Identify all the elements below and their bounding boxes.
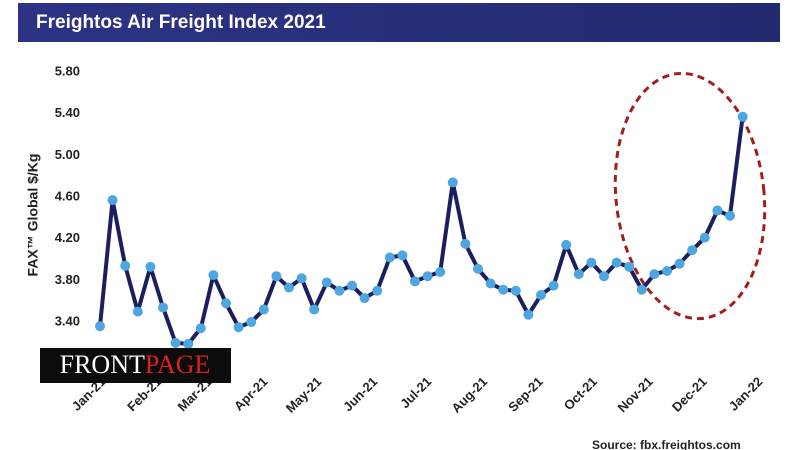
- y-tick-label: 5.80: [55, 63, 80, 78]
- point: [132, 306, 143, 317]
- point: [737, 111, 748, 122]
- point: [687, 245, 698, 256]
- point: [510, 285, 521, 296]
- point: [221, 298, 231, 309]
- x-tick-label: Apr-21: [231, 374, 271, 414]
- point: [195, 323, 206, 334]
- point: [246, 317, 257, 328]
- point: [271, 271, 282, 282]
- watermark-box: [40, 348, 231, 383]
- point: [447, 177, 458, 188]
- title-banner: [18, 3, 780, 42]
- point: [460, 238, 471, 249]
- point: [536, 289, 546, 300]
- point: [473, 263, 483, 274]
- x-tick-label: Jul-21: [397, 374, 434, 411]
- x-tick-label: Nov-21: [615, 374, 656, 415]
- y-axis-label: FAX™ Global $/Kg: [25, 154, 41, 277]
- x-tick-label: Dec-21: [669, 374, 710, 415]
- point: [611, 257, 622, 268]
- point: [624, 261, 635, 272]
- point: [170, 337, 181, 348]
- point: [435, 267, 446, 278]
- point: [321, 277, 332, 288]
- highlight-ellipse: [613, 71, 767, 321]
- point: [523, 309, 534, 320]
- point: [561, 239, 572, 250]
- y-tick-label: 3.80: [55, 272, 80, 287]
- point: [309, 304, 320, 315]
- x-tick-label: May-21: [283, 374, 325, 416]
- point: [662, 265, 672, 276]
- point: [712, 205, 723, 216]
- point: [120, 260, 131, 271]
- point: [334, 285, 345, 296]
- point: [233, 322, 244, 333]
- point: [422, 271, 433, 282]
- point: [410, 276, 420, 287]
- x-tick-label: Jan-22: [726, 374, 766, 414]
- point: [599, 271, 609, 282]
- point: [548, 280, 559, 291]
- point: [372, 285, 383, 296]
- point: [107, 195, 118, 206]
- y-tick-label: 5.40: [55, 105, 80, 120]
- watermark-part: PAGE: [145, 350, 211, 379]
- point: [397, 250, 408, 261]
- point: [674, 258, 685, 269]
- point: [158, 302, 168, 313]
- x-tick-label: Jun-21: [340, 374, 380, 414]
- point: [485, 278, 496, 289]
- watermark-part: FRONT: [60, 350, 145, 379]
- line: [98, 116, 745, 346]
- point: [296, 273, 307, 284]
- source: Source: fbx.freightos.com: [592, 438, 741, 450]
- y-tick-label: 4.20: [55, 230, 80, 245]
- y-tick-label: 4.60: [55, 188, 80, 203]
- point: [649, 269, 660, 280]
- x-tick-label: Aug-21: [448, 374, 490, 416]
- point: [183, 338, 194, 349]
- y-tick-label: 5.00: [55, 147, 80, 162]
- point: [258, 304, 269, 315]
- point: [725, 210, 735, 221]
- x-tick-label: Oct-21: [561, 374, 600, 413]
- point: [347, 280, 357, 291]
- point: [95, 321, 105, 332]
- x-tick-label: Sep-21: [505, 374, 546, 415]
- point: [573, 269, 584, 280]
- point: [586, 257, 597, 268]
- point: [145, 261, 156, 272]
- point: [636, 284, 647, 295]
- point: [284, 282, 294, 293]
- y-tick-label: 3.40: [55, 313, 80, 328]
- point: [359, 293, 370, 304]
- point: [498, 284, 509, 295]
- watermark: FRONTPAGE: [60, 350, 211, 379]
- chart-title: Freightos Air Freight Index 2021: [36, 12, 326, 33]
- point: [699, 232, 710, 243]
- point: [384, 252, 395, 263]
- point: [208, 270, 219, 281]
